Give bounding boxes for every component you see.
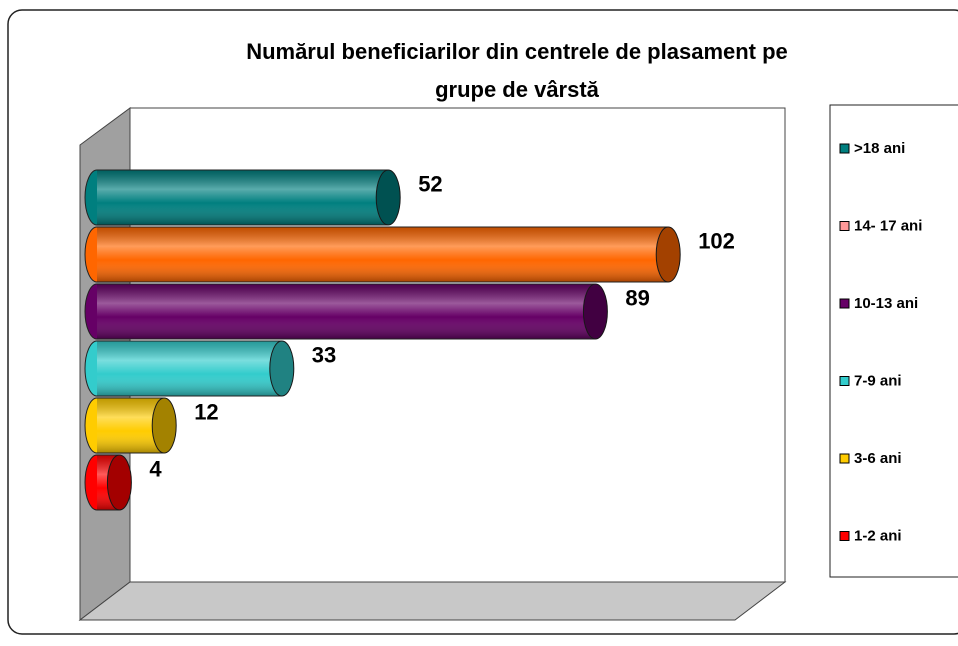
bar-cap-shade — [152, 398, 177, 453]
legend-swatch — [839, 221, 850, 231]
title-line: Numărul beneficiarilor din centrele de p… — [246, 39, 788, 64]
data-label: 4 — [149, 456, 162, 481]
data-label: 89 — [625, 285, 649, 310]
legend-label: 14- 17 ani — [854, 217, 922, 234]
floor — [78, 581, 787, 621]
bar-outline — [97, 397, 165, 454]
chart-title: Numărul beneficiarilor din centrele de p… — [246, 39, 788, 102]
bar — [84, 397, 177, 454]
bar-shade — [97, 341, 282, 396]
data-label: 33 — [312, 342, 336, 367]
bar-cap-shade — [107, 455, 132, 510]
bar-cap — [151, 397, 177, 454]
bar-outline — [97, 454, 120, 511]
bar-outline — [97, 340, 282, 397]
bar — [84, 340, 295, 397]
legend-label: 1-2 ani — [854, 527, 902, 544]
bar-cap-shade — [269, 341, 294, 396]
bar-cap-shade — [656, 227, 681, 282]
bar-outline — [97, 226, 669, 283]
bar-shade — [97, 170, 389, 225]
title-line: grupe de vârstă — [435, 77, 600, 102]
bar — [84, 283, 608, 340]
bar-cap — [106, 454, 132, 511]
bar-cap — [582, 283, 608, 340]
bar-cap — [269, 340, 295, 397]
data-label: 52 — [418, 171, 442, 196]
bar-shade — [97, 227, 669, 282]
legend-label: 10-13 ani — [854, 295, 918, 312]
data-label: 12 — [194, 399, 218, 424]
legend-label: 3-6 ani — [854, 450, 902, 467]
legend-swatch — [839, 376, 850, 386]
legend-swatch — [839, 531, 850, 541]
legend-label: 7-9 ani — [854, 372, 902, 389]
bar-shade — [97, 284, 596, 339]
legend-swatch — [839, 143, 850, 154]
legend-box — [829, 104, 958, 578]
bar — [84, 454, 132, 511]
bar-cap — [655, 226, 681, 283]
bar-outline — [97, 169, 389, 226]
bar-cap-shade — [583, 284, 608, 339]
data-label: 102 — [698, 228, 735, 253]
bar-cap — [375, 169, 401, 226]
legend-swatch — [839, 298, 850, 309]
bar — [84, 169, 401, 226]
bar-outline — [97, 283, 596, 340]
legend-swatch — [839, 453, 850, 464]
bar-cap-shade — [376, 170, 401, 225]
legend-label: >18 ani — [854, 140, 905, 157]
bar — [84, 226, 681, 283]
